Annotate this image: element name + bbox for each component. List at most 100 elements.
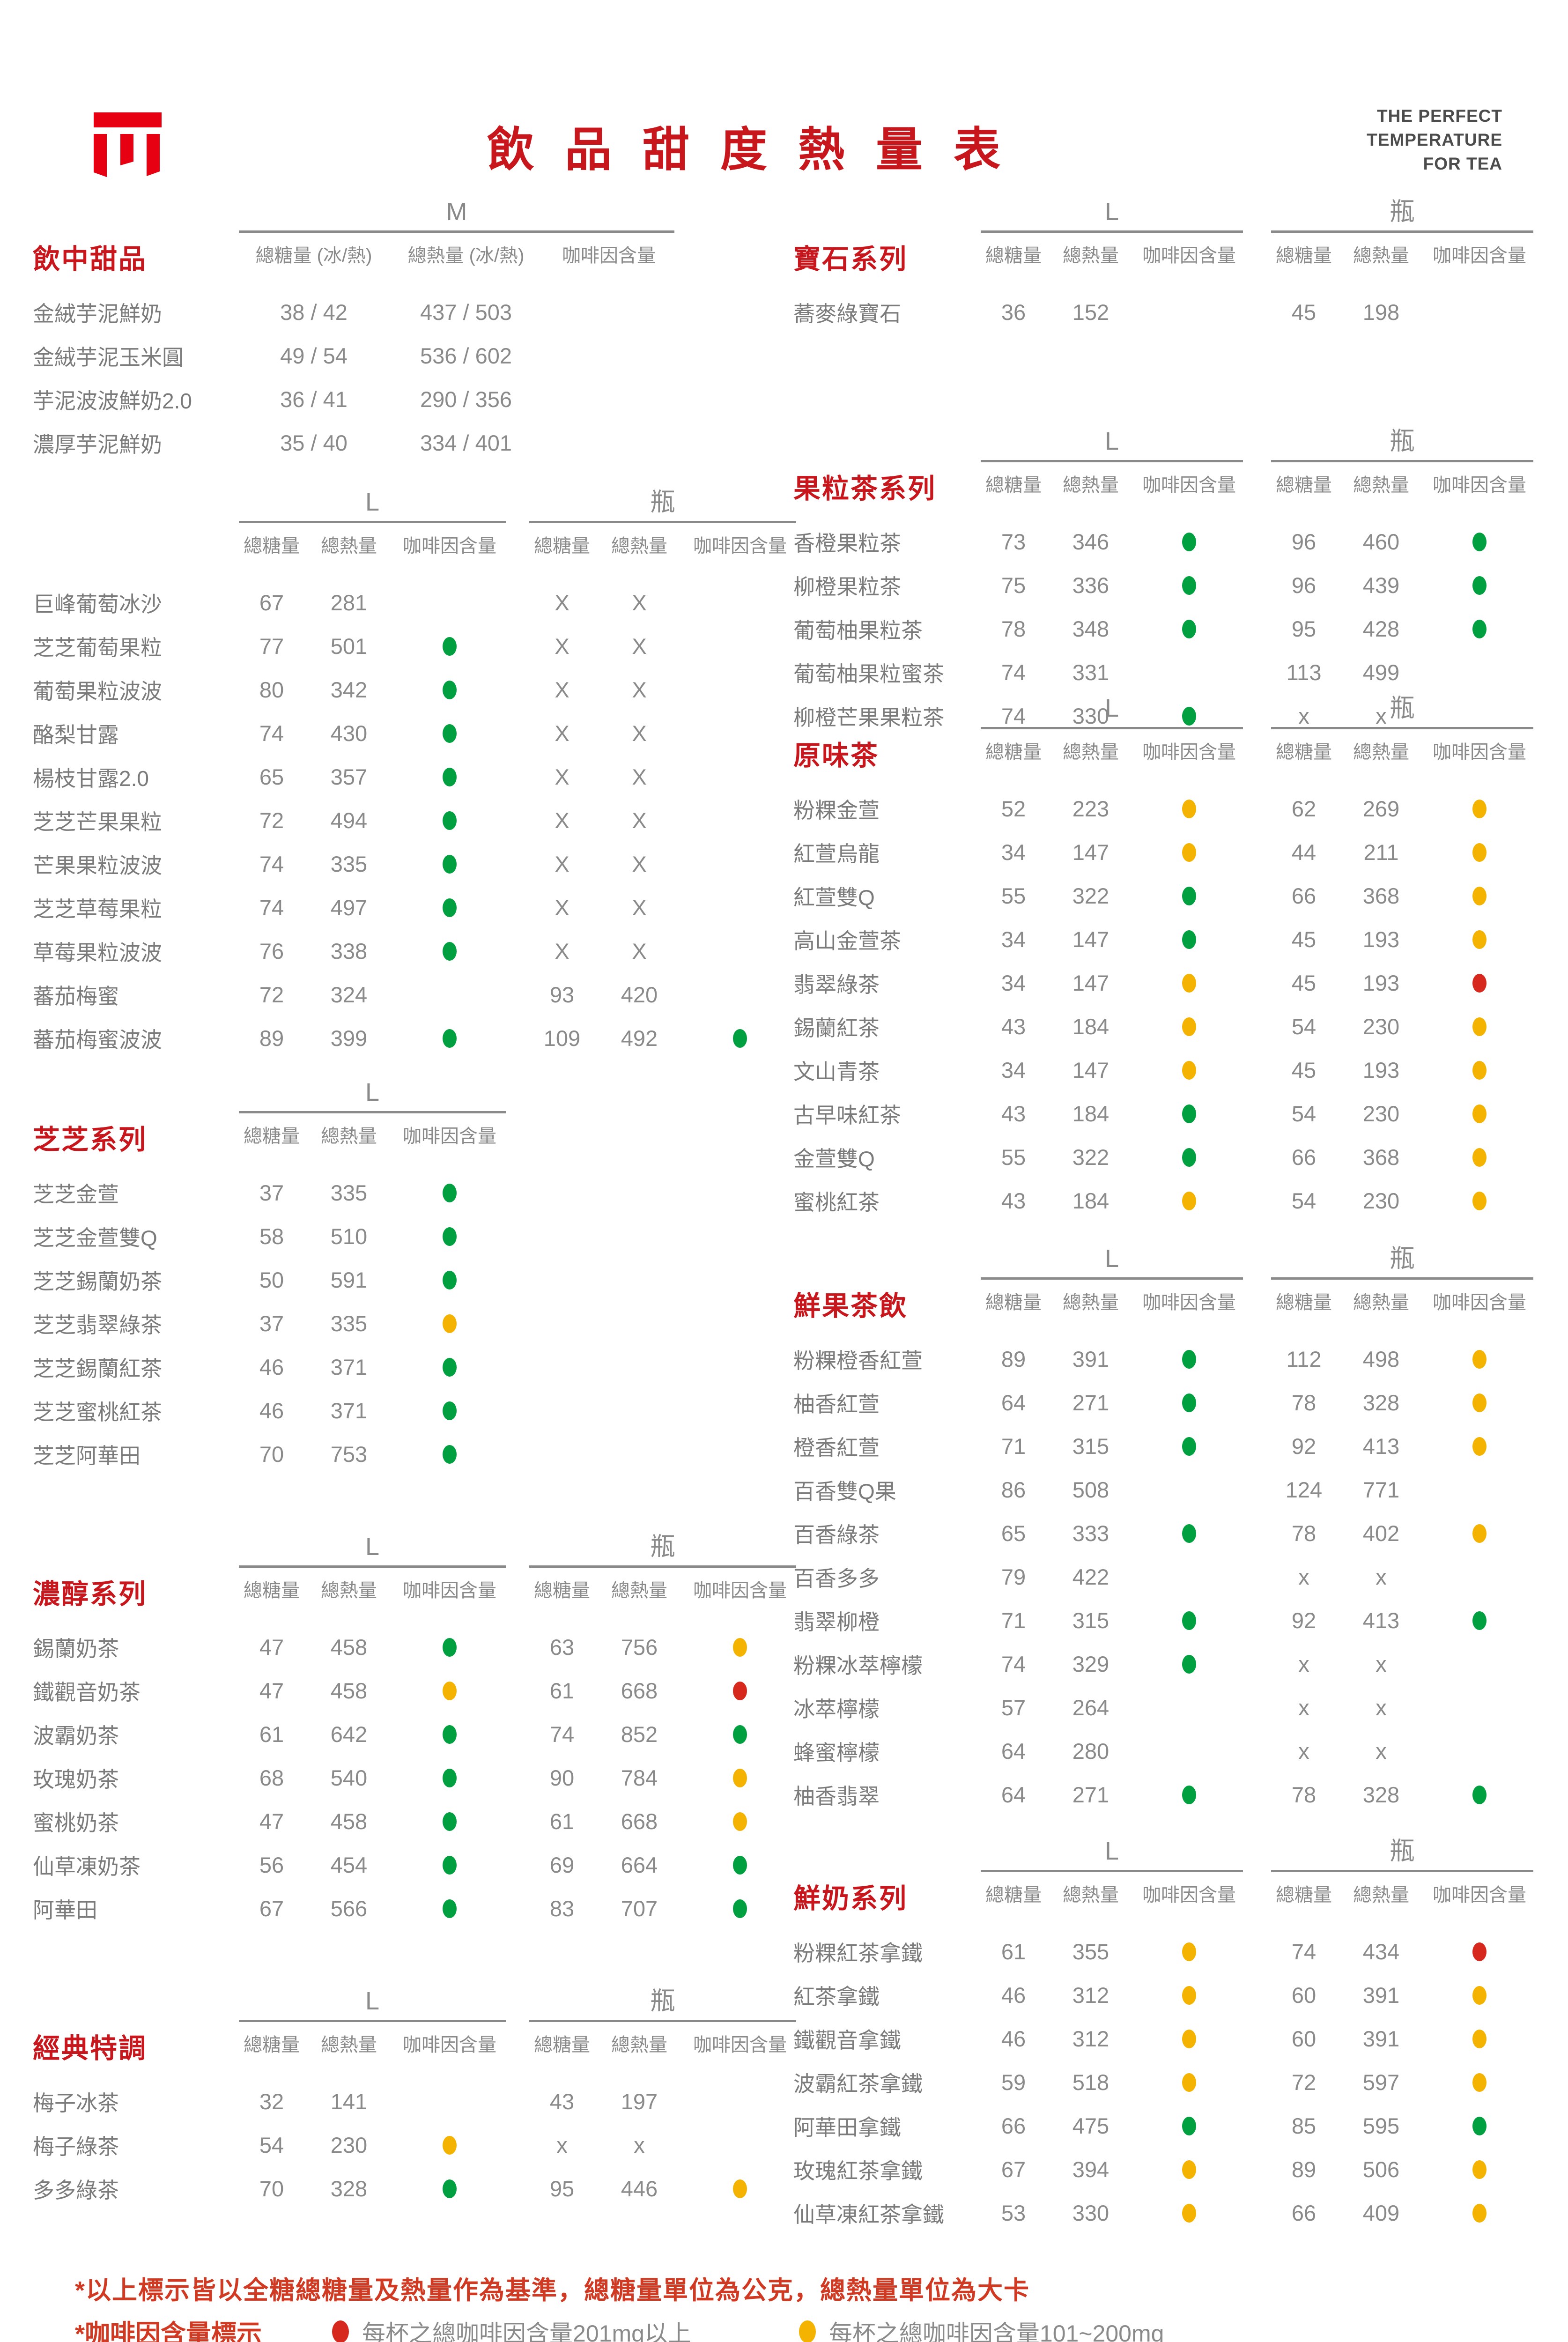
- size-group-values: 45 193: [1271, 926, 1533, 952]
- size-group-values: 47 458: [239, 1808, 506, 1834]
- section-title: 鮮果茶飲: [793, 1291, 908, 1321]
- size-group-values: 93 420: [529, 982, 796, 1008]
- sugar-value: 90: [549, 1765, 575, 1790]
- drink-name: 粉粿金萱: [793, 798, 880, 823]
- sugar-value: 113: [1286, 660, 1322, 685]
- sugar-value: 95: [1291, 616, 1317, 641]
- size-group-header: L 總糖量 總熱量 咖啡因含量: [239, 487, 506, 558]
- not-available-mark: X: [555, 764, 570, 789]
- size-group-values: 60 391: [1271, 1982, 1533, 2008]
- caffeine-cell: [1135, 1393, 1243, 1412]
- caffeine-dot-red: [1472, 1942, 1487, 1961]
- sugar-value: 70: [259, 1442, 284, 1467]
- drink-row: 仙草凍奶茶 56 454 69 664: [33, 1843, 796, 1887]
- caffeine-cell: [1426, 1017, 1533, 1036]
- calorie-value: 391: [1362, 2026, 1400, 2051]
- calorie-value: 335: [330, 1311, 368, 1336]
- caffeine-cell: [1426, 1986, 1533, 2005]
- calorie-value: 184: [1072, 1014, 1109, 1039]
- sugar-value: 89: [1001, 1347, 1026, 1371]
- not-available-mark: x: [1376, 704, 1387, 728]
- header-underline: [1271, 1277, 1533, 1280]
- calorie-value: 371: [330, 1398, 368, 1423]
- calorie-value: 193: [1362, 927, 1400, 952]
- drink-row: 阿華田拿鐵 66 475 85 595: [793, 2104, 1533, 2148]
- caffeine-dot-yellow: [1472, 843, 1487, 862]
- calorie-value: 193: [1362, 1058, 1400, 1082]
- caffeine-dot-yellow: [1472, 1349, 1487, 1369]
- size-group-values: 46 371: [239, 1398, 506, 1423]
- size-group-header: 瓶總糖量 總熱量 咖啡因含量: [529, 1986, 796, 2057]
- calorie-value: 510: [330, 1224, 368, 1249]
- caffeine-cell: [1135, 1349, 1243, 1369]
- size-group-values: 80 342: [239, 677, 506, 703]
- caffeine-dot-green: [1182, 1437, 1196, 1456]
- caffeine-dot-yellow: [1182, 1942, 1196, 1961]
- sugar-value: 69: [549, 1853, 575, 1877]
- size-label: L: [365, 1987, 380, 2015]
- column-headers: 總糖量 總熱量 咖啡因含量: [529, 2030, 796, 2057]
- caffeine-cell: [393, 637, 506, 656]
- size-group-values: 66 368: [1271, 883, 1533, 909]
- col-header-caffeine: 咖啡因含量: [1433, 742, 1526, 763]
- size-label: M: [446, 198, 467, 226]
- not-available-mark: x: [1376, 1652, 1387, 1676]
- sugar-value: 49 / 54: [280, 343, 348, 368]
- size-group-values: 109 492: [529, 1025, 796, 1051]
- caffeine-cell: [1426, 2116, 1533, 2135]
- size-group-values: 74 497: [239, 895, 506, 920]
- calorie-value: 346: [1072, 529, 1109, 554]
- size-group-header: 瓶總糖量 總熱量 咖啡因含量: [529, 487, 796, 558]
- size-group-values: 92 413: [1271, 1608, 1533, 1633]
- drink-name: 鐵觀音拿鐵: [793, 2028, 901, 2053]
- col-header-caffeine: 咖啡因含量: [1142, 742, 1236, 763]
- calorie-value: 184: [1072, 1101, 1109, 1126]
- calorie-value: 454: [330, 1853, 368, 1877]
- col-header-caffeine: 咖啡因含量: [693, 536, 787, 556]
- caffeine-cell: [393, 1812, 506, 1831]
- drink-row: 芝芝翡翠綠茶 37 335: [33, 1302, 506, 1345]
- calorie-value: 413: [1362, 1434, 1400, 1459]
- sugar-value: 74: [1291, 1939, 1317, 1964]
- caffeine-cell: [684, 1725, 796, 1744]
- sugar-value: 43: [1001, 1014, 1026, 1039]
- drink-name: 草莓果粒波波: [33, 940, 162, 965]
- caffeine-dot-green: [1182, 886, 1196, 905]
- caffeine-dot-green: [1472, 576, 1487, 595]
- sugar-value: 83: [549, 1896, 575, 1921]
- sugar-value: 47: [259, 1809, 284, 1834]
- drink-name: 鐵觀音奶茶: [33, 1680, 141, 1705]
- size-group-values: 74 335: [239, 851, 506, 877]
- sugar-value: 63: [549, 1635, 575, 1660]
- rows: 巨峰葡萄冰沙 67 281 X X 芝芝葡萄果粒 77 501 X X 葡萄果粒波波 80 342 X X 酪…: [33, 581, 796, 1060]
- sugar-value: 45: [1291, 971, 1317, 995]
- size-group-values: 95 428: [1271, 616, 1533, 642]
- sugar-value: 96: [1291, 573, 1317, 598]
- calorie-value: 518: [1072, 2070, 1109, 2095]
- col-header-caffeine: 咖啡因含量: [403, 1126, 496, 1147]
- calorie-value: 223: [1072, 796, 1109, 821]
- not-available-mark: X: [555, 677, 570, 702]
- drink-row: 蕃茄梅蜜 72 324 93 420: [33, 973, 796, 1016]
- calorie-value: 753: [330, 1442, 368, 1467]
- rows: 粉粿紅茶拿鐵 61 355 74 434 紅茶拿鐵 46 312 60 391 鐵觀音拿鐵 46 312…: [793, 1930, 1533, 2235]
- sugar-value: 109: [543, 1026, 581, 1051]
- caffeine-cell: [393, 898, 506, 917]
- size-group-values: 96 439: [1271, 572, 1533, 598]
- sugar-value: 46: [259, 1355, 284, 1379]
- size-group-values: 55 322: [981, 1144, 1243, 1170]
- rows: 錫蘭奶茶 47 458 63 756 鐵觀音奶茶 47 458 61 668 波霸奶茶 61 642 74…: [33, 1625, 796, 1930]
- size-group-values: 70 328: [239, 2176, 506, 2201]
- caffeine-cell: [393, 680, 506, 699]
- col-header-sugar: 總糖量: [244, 2035, 300, 2055]
- drink-row: 波霸紅茶拿鐵 59 518 72 597: [793, 2060, 1533, 2104]
- calorie-value: 328: [330, 2176, 368, 2201]
- legend-item-high: 每杯之總咖啡因含量201mg以上: [332, 2315, 691, 2342]
- sugar-value: 32: [259, 2089, 284, 2114]
- caffeine-cell: [1426, 1942, 1533, 1961]
- drink-name: 錫蘭紅茶: [793, 1015, 880, 1040]
